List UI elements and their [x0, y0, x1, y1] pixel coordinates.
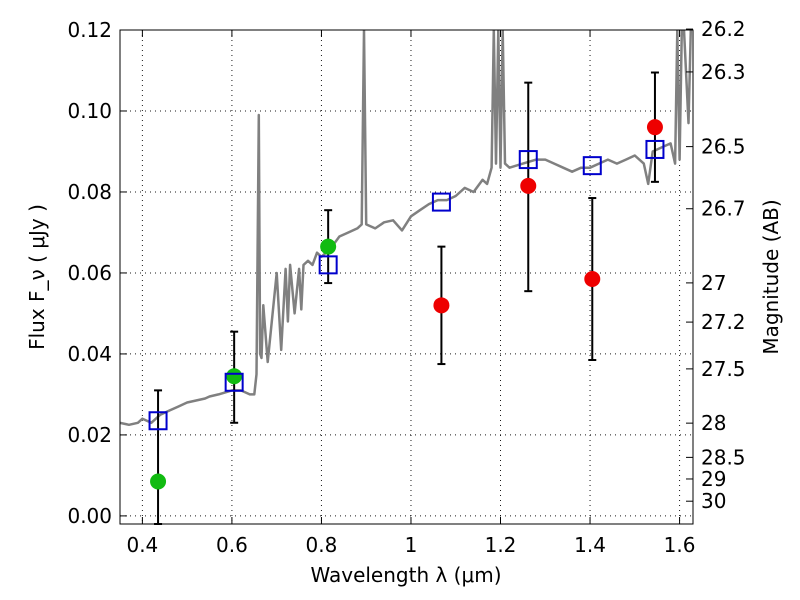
- x-tick-label: 0.8: [306, 533, 338, 557]
- model-square: [582, 156, 602, 176]
- x-tick-label: 1: [405, 533, 418, 557]
- x-axis-ticks: 0.4 0.6 0.8 1 1.2 1.4 1.6: [126, 30, 695, 557]
- right-tick-label: 26.3: [701, 60, 746, 84]
- red-point: [646, 119, 663, 136]
- right-tick-label: 26.7: [701, 197, 746, 221]
- right-axis-title: Magnitude (AB): [759, 199, 783, 354]
- plot-background: [120, 30, 693, 524]
- right-tick-label: 27: [701, 271, 726, 295]
- right-tick-label: 29: [701, 467, 726, 491]
- right-tick-label: 26.2: [701, 17, 746, 41]
- green-point: [150, 473, 167, 490]
- red-point: [433, 297, 450, 314]
- red-point: [520, 177, 537, 194]
- y-tick-label: 0.00: [67, 504, 112, 528]
- right-tick-label: 27.5: [701, 357, 746, 381]
- y-tick-label: 0.06: [67, 261, 112, 285]
- right-tick-label: 26.5: [701, 135, 746, 159]
- y-tick-label: 0.10: [67, 99, 112, 123]
- model-squares: [148, 139, 665, 431]
- right-tick-label: 27.2: [701, 310, 746, 334]
- x-axis-title: Wavelength λ (μm): [310, 563, 501, 587]
- model-square: [224, 372, 244, 392]
- x-tick-label: 1.4: [574, 533, 606, 557]
- x-tick-label: 1.6: [664, 533, 696, 557]
- model-square: [518, 150, 538, 170]
- green-point: [320, 238, 337, 255]
- y-axis-title: Flux F_ν ( μJy ): [25, 204, 49, 350]
- y-tick-label: 0.08: [67, 180, 112, 204]
- model-square: [431, 192, 451, 212]
- model-square: [318, 255, 338, 275]
- plot-frame: [119, 29, 694, 525]
- x-tick-label: 0.6: [216, 533, 248, 557]
- x-tick-label: 0.4: [126, 533, 158, 557]
- x-tick-label: 1.2: [485, 533, 517, 557]
- y-tick-label: 0.04: [67, 342, 112, 366]
- y-tick-label: 0.12: [67, 18, 112, 42]
- right-tick-label: 30: [701, 489, 726, 513]
- red-point: [584, 271, 601, 288]
- green-points: [150, 238, 337, 490]
- y-tick-label: 0.02: [67, 423, 112, 447]
- right-tick-label: 28: [701, 411, 726, 435]
- right-tick-label: 28.5: [701, 445, 746, 469]
- red-points: [433, 119, 663, 314]
- y-axis-ticks: 0.00 0.02 0.04 0.06 0.08 0.10 0.12: [67, 18, 127, 528]
- model-square: [148, 411, 168, 431]
- green-point: [226, 368, 243, 385]
- model-square: [645, 139, 665, 159]
